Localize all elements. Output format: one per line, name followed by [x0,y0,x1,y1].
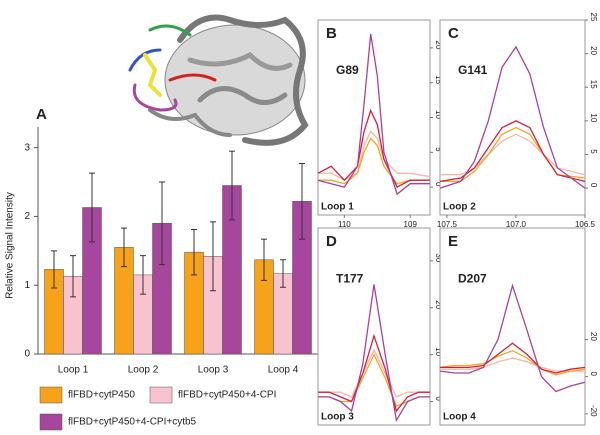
spectrum-line [318,137,430,185]
y-tick-label: 15 [434,75,443,84]
y-tick-label: 20 [589,46,598,55]
error-bar [70,255,76,298]
panel-label: C [448,25,459,42]
plot-frame [439,19,586,216]
y-tick-label: 0 [589,371,598,376]
y-tick-label: 10 [589,113,598,122]
panel-label: E [448,233,458,250]
plot-frame [439,227,586,426]
x-tick-label: 107.5 [437,220,458,229]
error-bar [51,250,57,289]
error-bar [261,238,267,281]
y-tick-label: 0 [589,183,598,188]
y-tick-label: 0 [434,396,443,401]
peak-label: D207 [458,271,487,285]
legend-swatch [39,413,63,431]
y-tick-label: 10 [434,347,443,356]
x-tick-label: Loop 2 [128,365,159,376]
x-tick-label: Loop 3 [198,365,229,376]
loop-label: Loop 2 [443,202,476,213]
x-tick-label: 106.5 [575,220,596,229]
legend-label: flFBD+cytP450+4-CPI+cytb5 [68,417,197,428]
x-tick-label: 109 [404,220,418,229]
y-tick-label: 2 [24,211,30,222]
y-tick-label: 10 [434,110,443,119]
spectrum-line [439,45,586,189]
error-bar [121,227,127,268]
spectrum-line [317,33,430,196]
y-axis-label: Relative Signal Intensity [5,192,16,299]
legend-label: flFBD+cytP450 [68,390,135,401]
y-tick-label: 20 [589,332,598,341]
peak-label: T177 [336,271,364,285]
peak-label: G141 [458,63,488,77]
y-tick-label: 20 [434,40,443,49]
error-bar [229,150,235,221]
panel-label: A [36,106,47,123]
y-tick-label: 5 [434,147,443,152]
spectrum-line [440,342,586,374]
error-bar [210,221,216,292]
legend-label: flFBD+cytP450+4-CPI [178,390,276,401]
error-bar [159,181,165,266]
loop-label: Loop 1 [321,202,354,213]
panel-label: D [326,233,337,250]
y-tick-label: -20 [589,405,598,417]
spectrum-line [318,284,430,423]
y-tick-label: 15 [589,80,598,89]
spectrum-line [318,348,430,398]
loop-label: Loop 3 [321,412,354,423]
loop-label: Loop 4 [443,412,476,423]
error-bar [191,228,197,276]
x-tick-label: Loop 4 [268,365,299,376]
x-tick-label: 110 [338,220,351,229]
spectrum-line [318,130,431,181]
error-bar [280,259,286,288]
y-tick-label: 25 [589,13,598,22]
error-bar [140,255,146,295]
error-bar [89,172,95,243]
x-tick-label: 107.0 [506,220,527,229]
y-tick-label: 5 [589,149,598,154]
spectrum-line [317,108,430,188]
protein-structure [128,14,309,146]
spectrum-line [318,333,430,413]
y-tick-label: 30 [434,253,443,262]
error-bar [299,162,305,240]
x-tick-label: Loop 1 [58,365,89,376]
y-tick-label: 3 [24,142,30,153]
spectrum-line [439,349,586,376]
legend-swatch [39,386,63,404]
spectrum-line [439,283,586,393]
y-tick-label: 1 [24,280,30,291]
y-tick-label: 0 [434,182,443,187]
legend-swatch [149,386,173,404]
peak-label: G89 [336,63,359,77]
y-tick-label: 0 [24,349,30,360]
plot-frame [317,227,431,426]
y-tick-label: 20 [434,300,443,309]
spectrum-line [439,120,586,183]
panel-label: B [326,25,337,42]
